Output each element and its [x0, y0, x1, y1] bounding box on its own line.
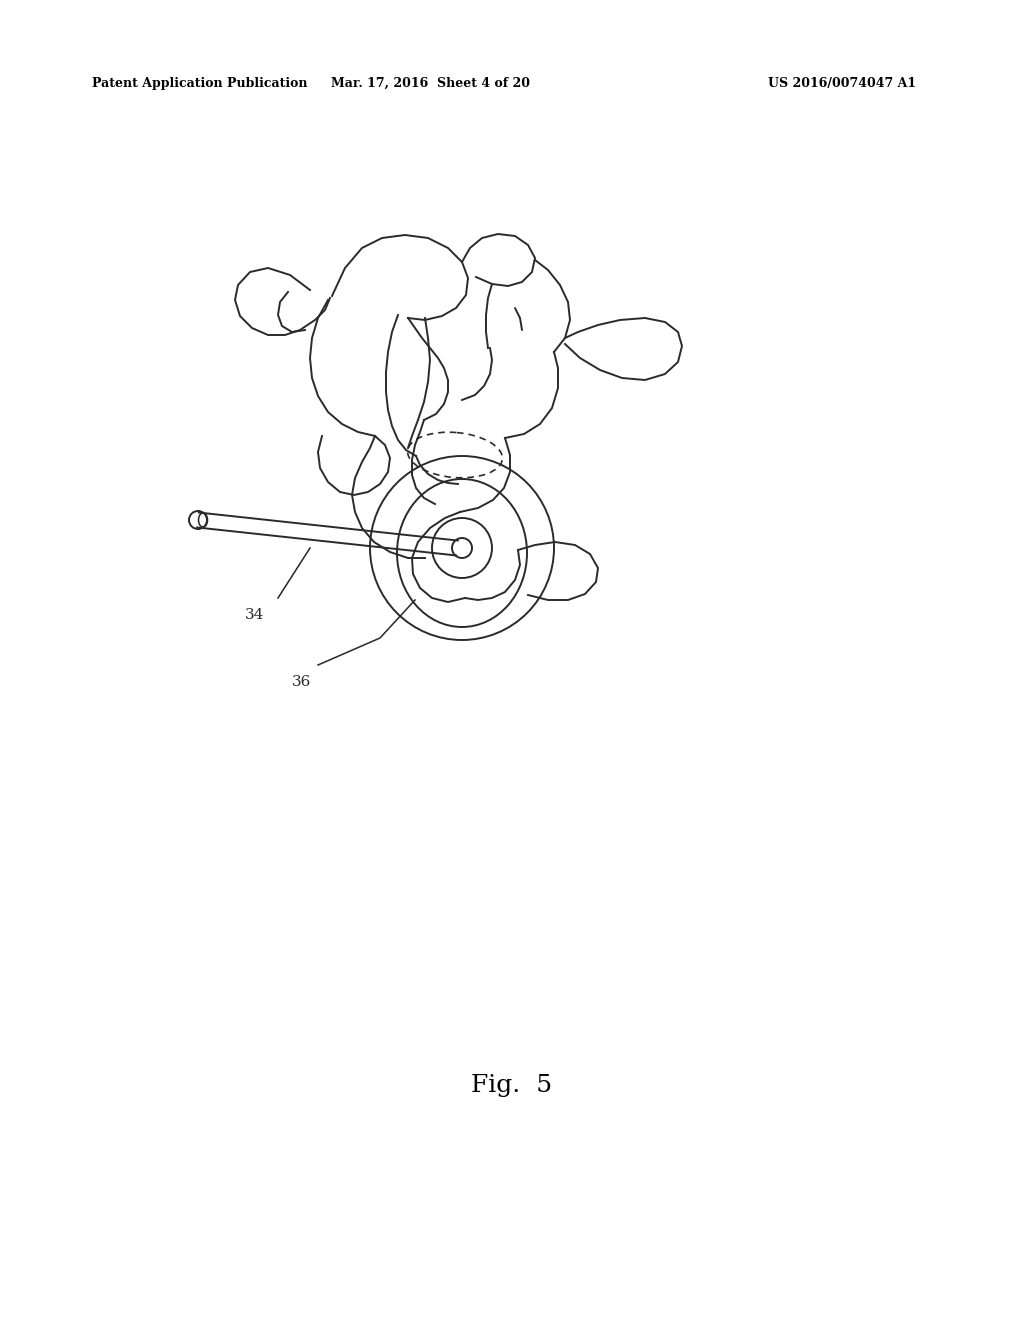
Text: Mar. 17, 2016  Sheet 4 of 20: Mar. 17, 2016 Sheet 4 of 20	[331, 77, 529, 90]
Text: 34: 34	[245, 609, 264, 622]
Text: 36: 36	[292, 675, 311, 689]
Text: Fig.  5: Fig. 5	[471, 1073, 553, 1097]
Text: US 2016/0074047 A1: US 2016/0074047 A1	[768, 77, 916, 90]
Text: Patent Application Publication: Patent Application Publication	[92, 77, 307, 90]
